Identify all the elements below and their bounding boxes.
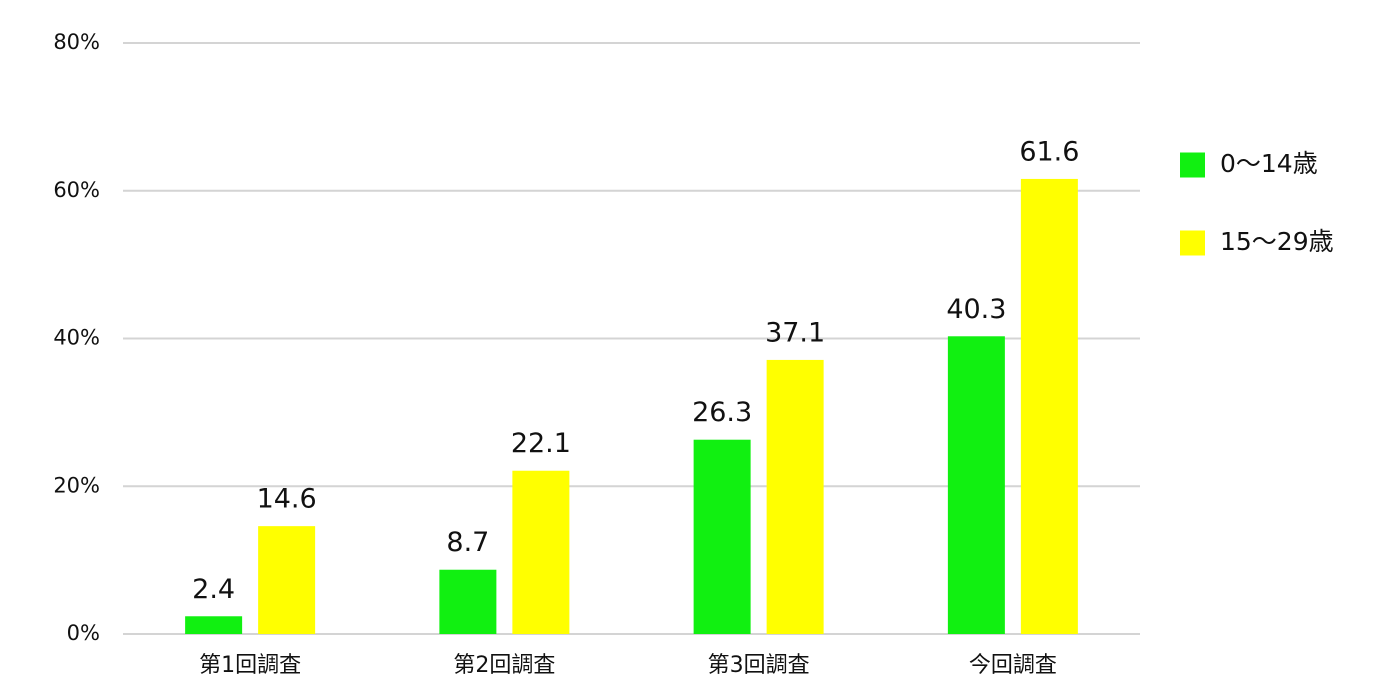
y-tick-label: 20% xyxy=(53,473,100,497)
x-tick-label: 第3回調査 xyxy=(708,653,810,678)
value-label: 14.6 xyxy=(257,484,317,515)
bar xyxy=(512,470,570,634)
value-label: 61.6 xyxy=(1019,136,1079,167)
value-label: 8.7 xyxy=(446,527,489,558)
bar xyxy=(693,439,751,634)
x-tick-label: 今回調査 xyxy=(969,653,1057,678)
x-tick-label: 第1回調査 xyxy=(199,653,301,678)
value-label: 26.3 xyxy=(692,397,752,428)
legend-label: 15〜29歳 xyxy=(1220,227,1334,256)
bar xyxy=(185,616,243,634)
legend-label: 0〜14歳 xyxy=(1220,149,1318,178)
value-label: 37.1 xyxy=(765,317,825,348)
y-tick-label: 80% xyxy=(53,30,100,54)
x-tick-label: 第2回調査 xyxy=(453,653,555,678)
bar xyxy=(258,526,316,634)
bar xyxy=(439,569,497,634)
y-tick-label: 40% xyxy=(53,326,100,350)
value-label: 40.3 xyxy=(946,294,1006,325)
value-label: 22.1 xyxy=(511,428,571,459)
legend-swatch xyxy=(1180,230,1205,256)
y-tick-label: 0% xyxy=(67,621,100,645)
bar xyxy=(1020,178,1078,634)
legend-swatch xyxy=(1180,152,1205,178)
bar xyxy=(947,336,1005,634)
value-label: 2.4 xyxy=(192,574,235,605)
bar xyxy=(766,359,824,634)
y-tick-label: 60% xyxy=(53,178,100,202)
